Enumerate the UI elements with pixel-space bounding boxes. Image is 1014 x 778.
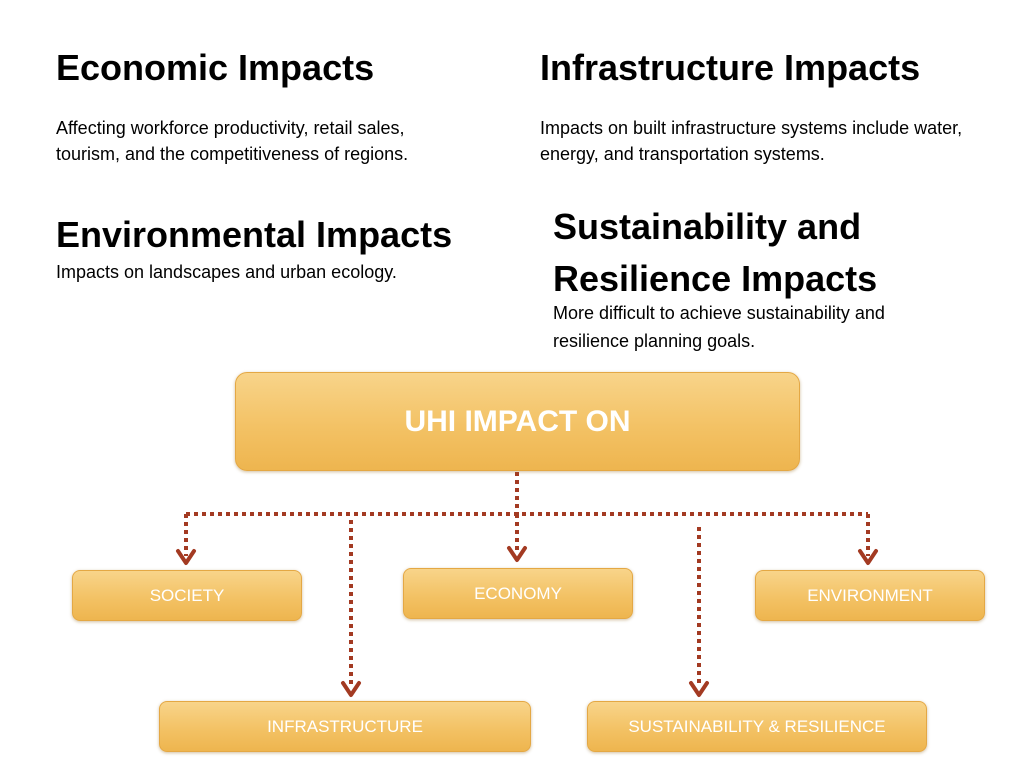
infrastructure-impacts-title: Infrastructure Impacts: [540, 47, 921, 88]
economic-impacts-title: Economic Impacts: [56, 47, 375, 88]
uhi-impact-root-box: UHI IMPACT ON: [235, 372, 800, 471]
environmental-impacts-text: Impacts on landscapes and urban ecology.: [56, 262, 397, 282]
arrow-infrastructure-icon: [341, 681, 361, 697]
arrow-society-icon: [176, 549, 196, 565]
sustainability-impacts-title: Sustainability and Resilience Impacts: [553, 206, 878, 299]
arrow-environment-icon: [858, 549, 878, 565]
environment-box: ENVIRONMENT: [755, 570, 985, 621]
environmental-impacts-title: Environmental Impacts: [56, 214, 453, 255]
sustainability-impacts-text: More difficult to achieve sustainability…: [553, 303, 885, 351]
economy-box: ECONOMY: [403, 568, 633, 619]
sustainability-resilience-box: SUSTAINABILITY & RESILIENCE: [587, 701, 927, 752]
infrastructure-box: INFRASTRUCTURE: [159, 701, 531, 752]
infrastructure-impacts-text: Impacts on built infrastructure systems …: [540, 118, 963, 164]
arrow-economy-icon: [507, 546, 527, 562]
economic-impacts-text: Affecting workforce productivity, retail…: [56, 118, 409, 164]
arrow-sustainability-icon: [689, 681, 709, 697]
society-box: SOCIETY: [72, 570, 302, 621]
